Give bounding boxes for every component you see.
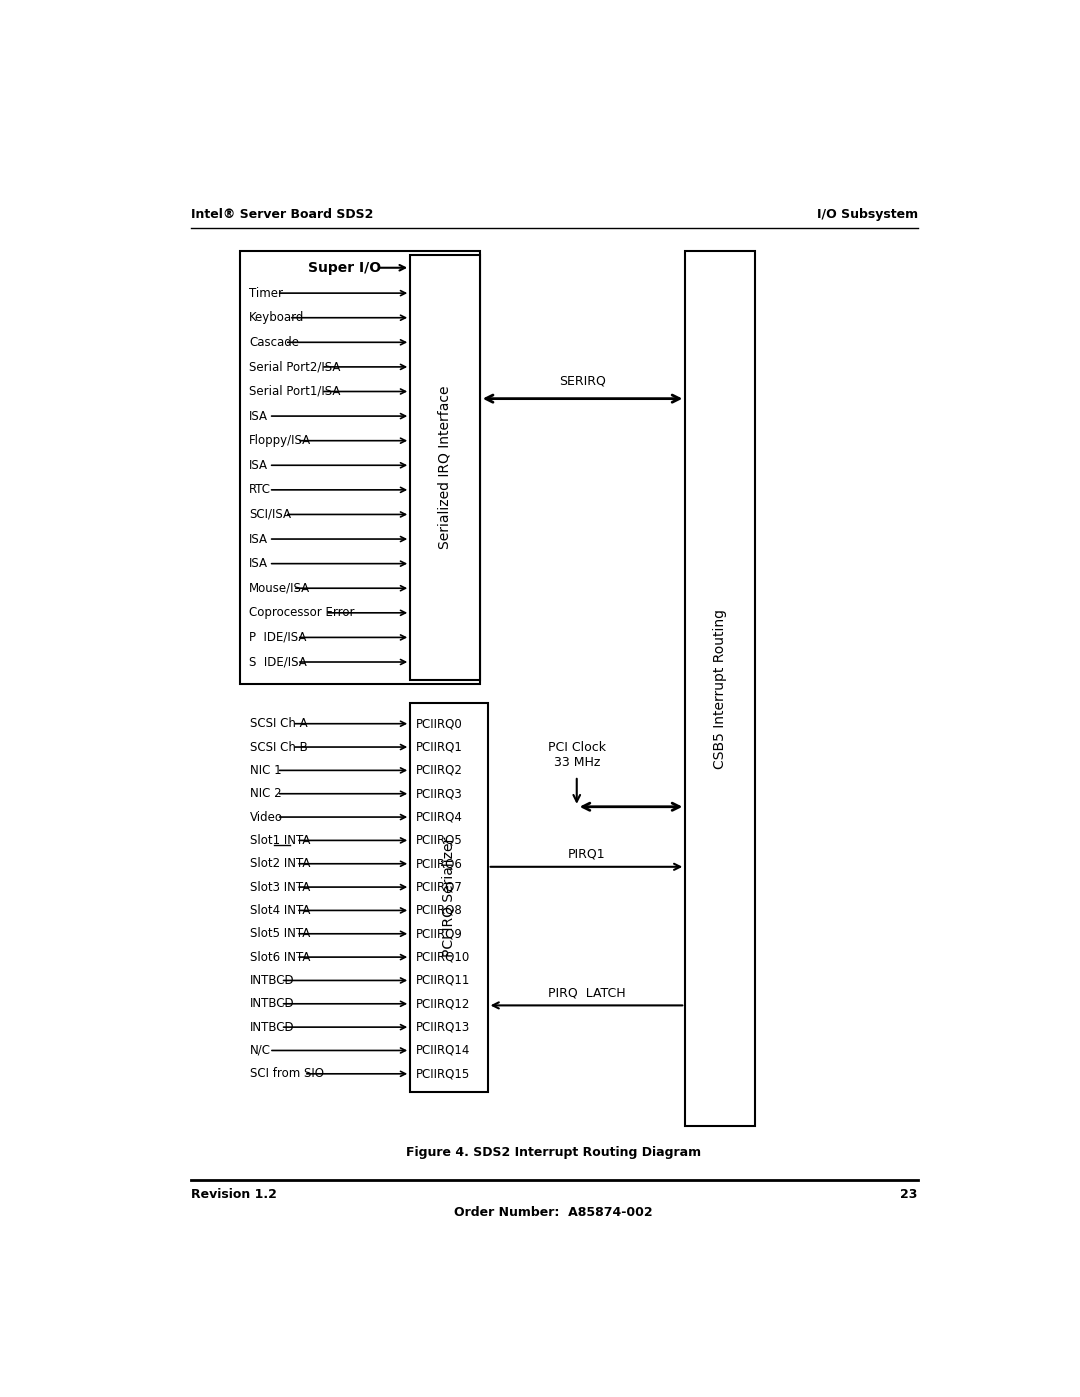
Text: ISA: ISA	[248, 409, 268, 422]
Text: PCIIRQ14: PCIIRQ14	[416, 1044, 471, 1058]
Text: Slot6 INTA: Slot6 INTA	[249, 950, 310, 964]
Text: Serial Port1/ISA: Serial Port1/ISA	[248, 386, 340, 398]
Text: S  IDE/ISA: S IDE/ISA	[248, 655, 307, 669]
Bar	[240, 251, 480, 683]
Text: PCIIRQ1: PCIIRQ1	[416, 740, 463, 753]
Text: SCSI Ch B: SCSI Ch B	[249, 740, 308, 753]
Text: Slot5 INTA: Slot5 INTA	[249, 928, 310, 940]
Text: RTC: RTC	[248, 483, 271, 496]
Text: Timer: Timer	[248, 286, 283, 299]
Text: PCIIRQ2: PCIIRQ2	[416, 764, 463, 777]
Text: PCIIRQ9: PCIIRQ9	[416, 928, 463, 940]
Bar	[685, 251, 755, 1126]
Text: P  IDE/ISA: P IDE/ISA	[248, 631, 307, 644]
Text: PCI IRQ Serializer: PCI IRQ Serializer	[442, 837, 456, 957]
Text: Revision 1.2: Revision 1.2	[191, 1187, 276, 1201]
Text: PCIIRQ3: PCIIRQ3	[416, 788, 463, 800]
Bar	[410, 703, 488, 1091]
Text: PIRQ  LATCH: PIRQ LATCH	[548, 986, 625, 999]
Text: PCIIRQ7: PCIIRQ7	[416, 880, 463, 894]
Text: PCIIRQ8: PCIIRQ8	[416, 904, 463, 916]
Text: Keyboard: Keyboard	[248, 312, 305, 324]
Text: CSB5 Interrupt Routing: CSB5 Interrupt Routing	[713, 609, 727, 768]
Bar	[410, 254, 480, 680]
Text: ISA: ISA	[248, 557, 268, 570]
Text: PCIIRQ10: PCIIRQ10	[416, 950, 471, 964]
Text: PCIIRQ0: PCIIRQ0	[416, 717, 463, 731]
Text: PCIIRQ5: PCIIRQ5	[416, 834, 463, 847]
Text: SCI from SIO: SCI from SIO	[249, 1067, 324, 1080]
Text: Floppy/ISA: Floppy/ISA	[248, 434, 311, 447]
Text: SCI/ISA: SCI/ISA	[248, 509, 291, 521]
Text: Cascade: Cascade	[248, 335, 299, 349]
Text: Coprocessor Error: Coprocessor Error	[248, 606, 354, 619]
Text: PCI Clock
33 MHz: PCI Clock 33 MHz	[548, 742, 606, 770]
Text: Intel® Server Board SDS2: Intel® Server Board SDS2	[191, 208, 374, 221]
Text: ISA: ISA	[248, 458, 268, 472]
Text: Figure 4. SDS2 Interrupt Routing Diagram: Figure 4. SDS2 Interrupt Routing Diagram	[406, 1146, 701, 1158]
Text: Slot1 INTA: Slot1 INTA	[249, 834, 310, 847]
Text: I/O Subsystem: I/O Subsystem	[816, 208, 918, 221]
Text: PCIIRQ13: PCIIRQ13	[416, 1021, 471, 1034]
Text: PCIIRQ12: PCIIRQ12	[416, 997, 471, 1010]
Text: NIC 2: NIC 2	[249, 788, 281, 800]
Text: Serialized IRQ Interface: Serialized IRQ Interface	[438, 386, 453, 549]
Text: Video: Video	[249, 810, 283, 824]
Text: Slot3 INTA: Slot3 INTA	[249, 880, 310, 894]
Text: PIRQ1: PIRQ1	[568, 848, 605, 861]
Text: INTBCD: INTBCD	[249, 997, 295, 1010]
Text: SERIRQ: SERIRQ	[559, 374, 606, 387]
Text: Slot4 INTA: Slot4 INTA	[249, 904, 310, 916]
Text: ISA: ISA	[248, 532, 268, 546]
Text: Order Number:  A85874-002: Order Number: A85874-002	[455, 1206, 652, 1218]
Text: INTBCD: INTBCD	[249, 974, 295, 986]
Text: PCIIRQ4: PCIIRQ4	[416, 810, 463, 824]
Text: PCIIRQ15: PCIIRQ15	[416, 1067, 471, 1080]
Text: PCIIRQ11: PCIIRQ11	[416, 974, 471, 986]
Text: SCSI Ch A: SCSI Ch A	[249, 717, 308, 731]
Text: INTBCD: INTBCD	[249, 1021, 295, 1034]
Text: Mouse/ISA: Mouse/ISA	[248, 581, 310, 595]
Text: NIC 1: NIC 1	[249, 764, 281, 777]
Text: PCIIRQ6: PCIIRQ6	[416, 858, 463, 870]
Text: Serial Port2/ISA: Serial Port2/ISA	[248, 360, 340, 373]
Text: Super I/O: Super I/O	[308, 261, 381, 275]
Text: Slot2 INTA: Slot2 INTA	[249, 858, 310, 870]
Text: 23: 23	[901, 1187, 918, 1201]
Text: N/C: N/C	[249, 1044, 271, 1058]
